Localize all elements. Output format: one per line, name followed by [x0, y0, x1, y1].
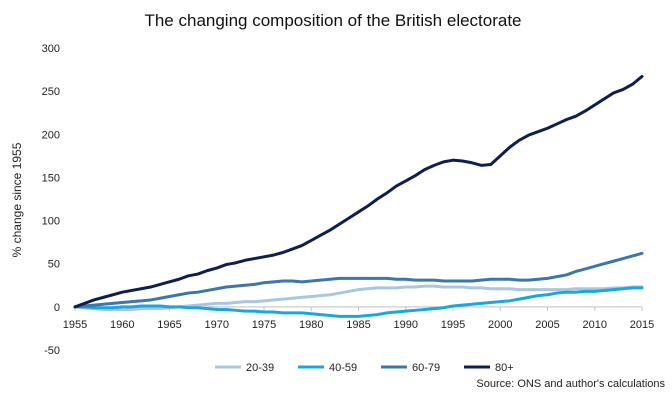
series-line-40-59	[73, 286, 644, 318]
y-tick-label: 50	[48, 259, 60, 271]
y-tick-label: 250	[42, 86, 60, 98]
x-tick-label: 2000	[488, 319, 512, 331]
x-tick-label: 1990	[394, 319, 418, 331]
legend-item-80+: 80+	[464, 362, 514, 374]
y-axis-label: % change since 1955	[10, 142, 24, 257]
x-tick-label: 1965	[157, 319, 181, 331]
legend-label: 40-59	[329, 362, 357, 374]
x-tick-label: 1955	[63, 319, 87, 331]
x-tick-label: 2015	[630, 319, 654, 331]
legend-label: 80+	[495, 362, 514, 374]
y-tick-label: -50	[44, 345, 60, 357]
y-tick-label: 150	[42, 172, 60, 184]
legend-item-60-79: 60-79	[381, 362, 440, 374]
x-tick-label: 1995	[441, 319, 465, 331]
legend-item-20-39: 20-39	[215, 362, 274, 374]
series-line-60-79	[73, 251, 644, 309]
series-lines	[73, 74, 644, 318]
legend-label: 20-39	[246, 362, 274, 374]
x-tick-label: 1985	[346, 319, 370, 331]
legend: 20-39 40-59 60-79 80+	[215, 362, 514, 374]
x-tick-label: 2010	[583, 319, 607, 331]
x-tick-label: 1980	[299, 319, 323, 331]
x-tick-label: 1975	[252, 319, 276, 331]
x-tick-label: 1970	[205, 319, 229, 331]
legend-item-40-59: 40-59	[298, 362, 357, 374]
legend-label: 60-79	[412, 362, 440, 374]
series-line-80+	[73, 74, 644, 309]
source-note: Source: ONS and author's calculations	[476, 378, 665, 390]
y-tick-label: 200	[42, 129, 60, 141]
y-tick-label: 100	[42, 216, 60, 228]
y-tick-label: 300	[42, 43, 60, 55]
chart-title: The changing composition of the British …	[144, 11, 521, 30]
y-tick-label: 0	[54, 302, 60, 314]
x-tick-label: 2005	[535, 319, 559, 331]
axes: -50 0 50 100 150 200 250 300 1955 1960 1965 1970 197…	[42, 43, 655, 357]
x-tick-label: 1960	[110, 319, 134, 331]
